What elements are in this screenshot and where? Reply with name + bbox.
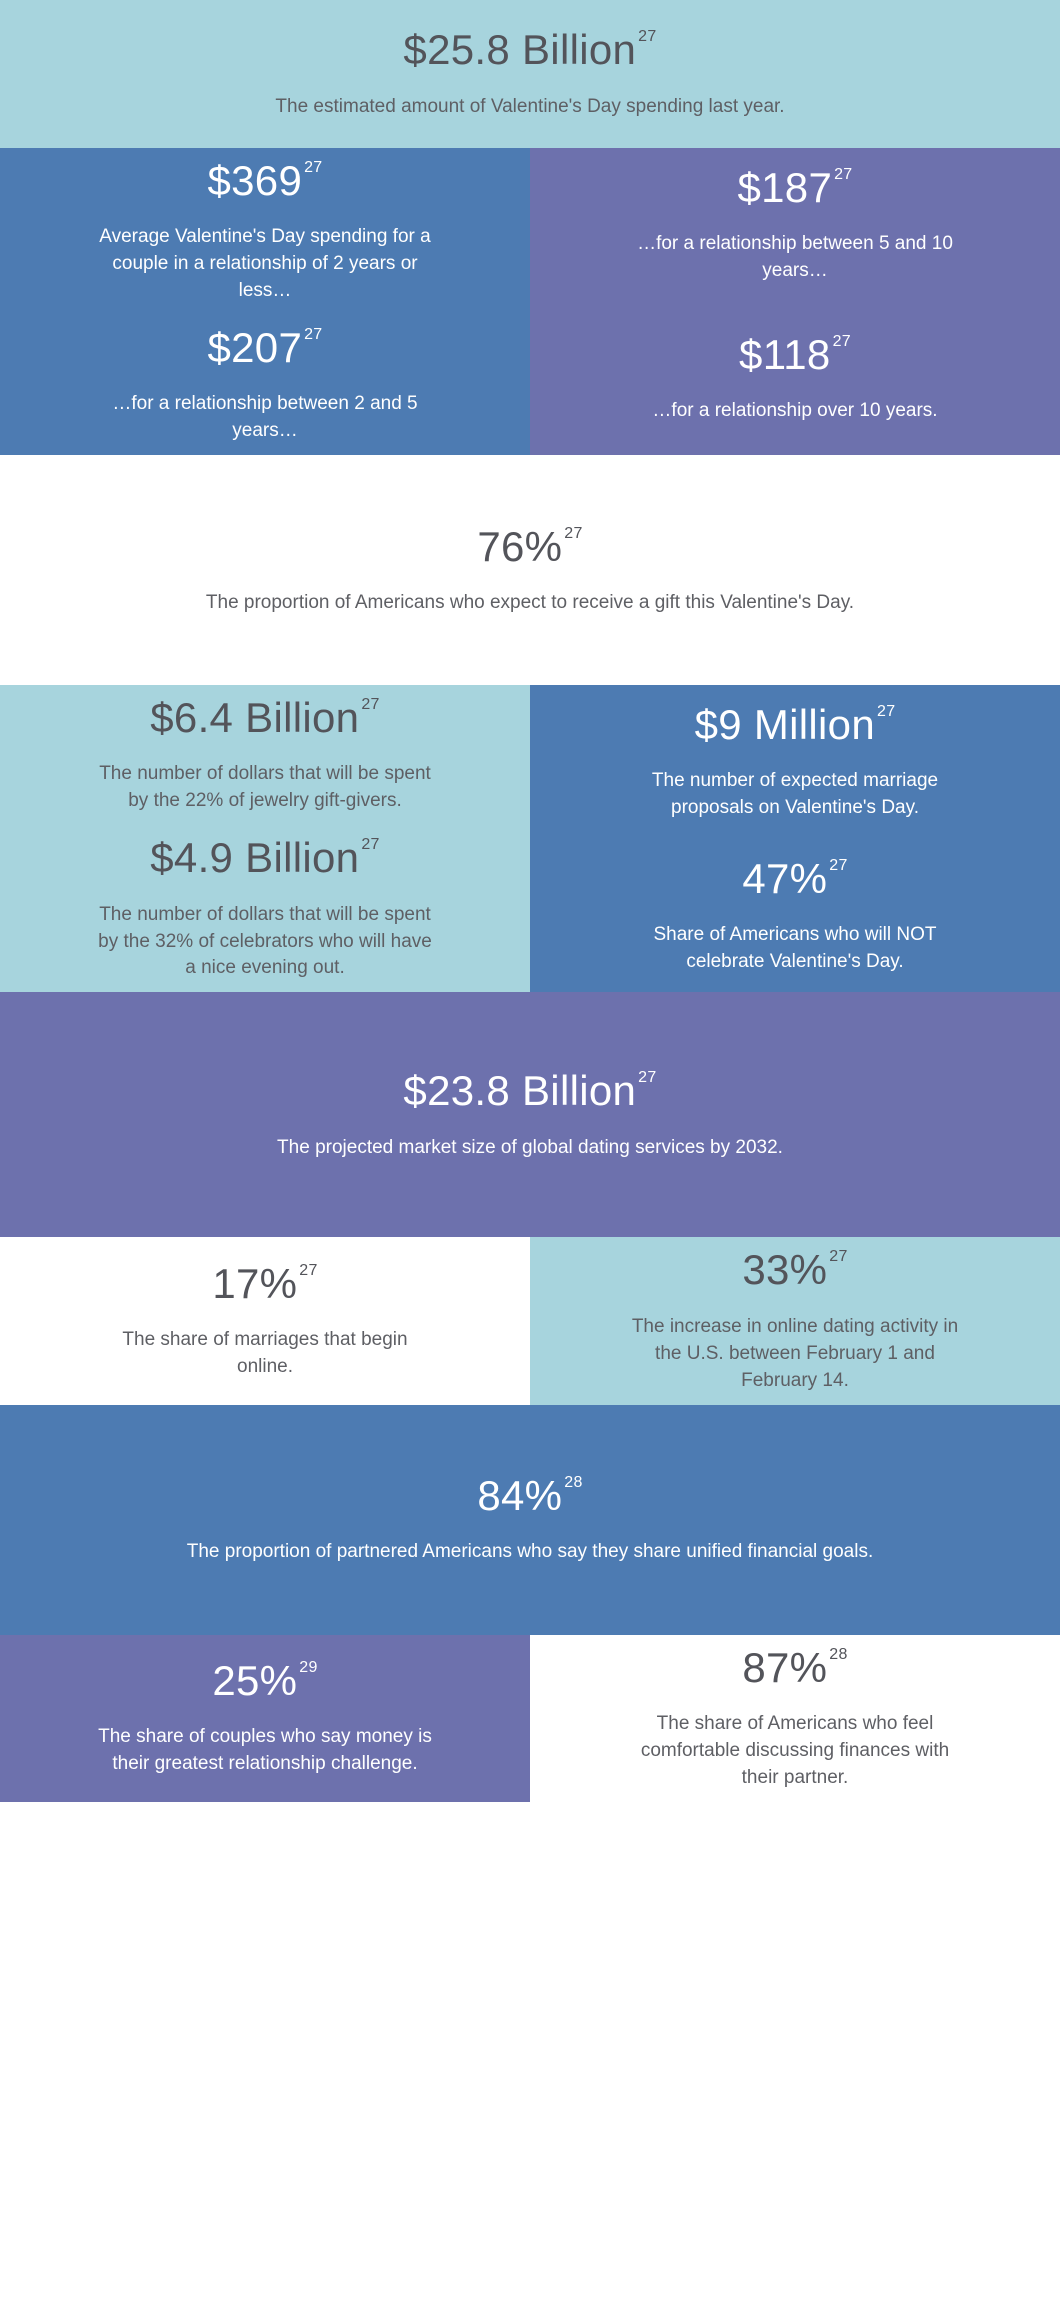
stat-value: 33% 27 (742, 1247, 847, 1293)
stat-number: $6.4 Billion (150, 694, 360, 742)
stat-block-25pct: 25% 29 The share of couples who say money… (0, 1635, 530, 1802)
stat-number: $118 (739, 330, 831, 378)
stat-value: 87% 28 (742, 1643, 848, 1691)
footnote-marker: 27 (304, 326, 323, 344)
stat-value: 84% 28 (477, 1471, 583, 1519)
stat-value: 17% 27 (212, 1259, 318, 1307)
stat-description: …for a relationship over 10 years. (652, 400, 938, 422)
stat-block-87pct: 87% 28 The share of Americans who feel co… (530, 1635, 1060, 1802)
footnote-marker: 28 (564, 1473, 583, 1491)
stat-description: The share of Americans who feel comforta… (640, 1712, 950, 1788)
section-online-dating: 17% 27 The share of marriages that begin … (0, 1237, 1060, 1405)
stat-block-187: $187 27 …for a relationship between 5 and… (530, 148, 1060, 302)
section-financial-goals: 84% 28 The proportion of partnered Americ… (0, 1404, 1060, 1635)
column-right: 33% 27 The increase in online dating acti… (530, 1237, 1060, 1405)
stat-value: $207 27 (207, 324, 323, 372)
footnote-marker: 27 (304, 159, 323, 176)
column-right: $187 27 …for a relationship between 5 and… (530, 148, 1060, 456)
stat-description: The number of dollars that will be spent… (98, 903, 432, 979)
stat-description: …for a relationship between 5 and 10 yea… (637, 232, 953, 281)
footnote-marker: 27 (638, 28, 657, 46)
column-left: $6.4 Billion 27 The number of dollars tha… (0, 685, 530, 993)
footnote-marker: 27 (832, 332, 851, 350)
footnote-marker: 27 (564, 524, 583, 542)
stat-value: $25.8 Billion 27 (403, 27, 656, 73)
stat-number: $207 (207, 324, 303, 372)
stat-value: 25% 29 (212, 1657, 318, 1705)
stat-value: 47% 27 (742, 854, 848, 902)
stat-block-84pct: 84% 28 The proportion of partnered Americ… (0, 1404, 1060, 1635)
stat-description: Share of Americans who will NOT celebrat… (653, 923, 937, 972)
stat-number: 76% (477, 522, 563, 570)
stat-number: $4.9 Billion (150, 834, 360, 882)
stat-block-207: $207 27 …for a relationship between 2 and… (0, 315, 530, 455)
stat-number: $23.8 Billion (403, 1067, 637, 1115)
footnote-marker: 27 (638, 1069, 657, 1087)
stat-description: The proportion of Americans who expect t… (205, 591, 855, 613)
section-spending-breakdown: $6.4 Billion 27 The number of dollars tha… (0, 685, 1060, 993)
footnote-marker: 27 (299, 1261, 318, 1279)
stat-description: The projected market size of global dati… (277, 1136, 783, 1158)
stat-number: $25.8 Billion (403, 26, 637, 74)
footnote-marker: 29 (299, 1659, 318, 1677)
footnote-marker: 27 (834, 165, 853, 183)
stat-value: $4.9 Billion 27 (150, 835, 379, 881)
footnote-marker: 27 (829, 856, 848, 874)
stat-number: $9 Million (694, 700, 875, 748)
footnote-marker: 27 (877, 702, 896, 720)
section-gift-expectation: 76% 27 The proportion of Americans who ex… (0, 455, 1060, 686)
column-left: $369 27 Average Valentine's Day spending … (0, 148, 530, 456)
column-right: $9 Million 27 The number of expected marr… (530, 685, 1060, 993)
stat-description: The estimated amount of Valentine's Day … (275, 95, 785, 117)
stat-block-47pct: 47% 27 Share of Americans who will NOT ce… (530, 839, 1060, 993)
stat-description: The share of marriages that begin online… (122, 1329, 408, 1378)
section-money-and-couples: 25% 29 The share of couples who say money… (0, 1634, 1060, 1802)
footnote-marker: 28 (829, 1645, 848, 1663)
stat-block-17pct: 17% 27 The share of marriages that begin … (0, 1237, 530, 1404)
stat-value: $187 27 (737, 163, 853, 211)
stat-description: The number of dollars that will be spent… (99, 763, 431, 812)
stat-number: 47% (742, 854, 828, 902)
section-relationship-spending: $369 27 Average Valentine's Day spending … (0, 148, 1060, 456)
stat-value: $6.4 Billion 27 (150, 695, 379, 741)
stat-number: 17% (212, 1259, 298, 1307)
stat-block-9-million: $9 Million 27 The number of expected marr… (530, 685, 1060, 839)
stat-number: $369 (207, 157, 303, 204)
stat-value: $369 27 (207, 157, 323, 204)
stat-number: 33% (742, 1246, 828, 1294)
stat-block-6-4-billion: $6.4 Billion 27 The number of dollars tha… (0, 685, 530, 825)
stat-description: …for a relationship between 2 and 5 year… (112, 393, 418, 442)
stat-block-total-spending: $25.8 Billion 27 The estimated amount of … (0, 0, 1060, 148)
stat-number: 84% (477, 1471, 563, 1519)
column-left: 25% 29 The share of couples who say money… (0, 1634, 530, 1802)
stat-description: The proportion of partnered Americans wh… (186, 1541, 874, 1563)
stat-value: $118 27 (739, 330, 851, 378)
stat-number: $187 (737, 163, 833, 211)
stat-block-33pct: 33% 27 The increase in online dating acti… (530, 1237, 1060, 1404)
stat-block-369: $369 27 Average Valentine's Day spending … (0, 148, 530, 315)
stat-description: Average Valentine's Day spending for a c… (99, 226, 431, 302)
column-right: 87% 28 The share of Americans who feel co… (530, 1634, 1060, 1802)
stat-number: 25% (212, 1657, 298, 1705)
stat-value: 76% 27 (477, 522, 583, 570)
stat-description: The number of expected marriage proposal… (651, 770, 939, 819)
footnote-marker: 27 (361, 696, 380, 714)
section-total-spending: $25.8 Billion 27 The estimated amount of … (0, 0, 1060, 148)
stat-value: $23.8 Billion 27 (403, 1068, 656, 1114)
stat-block-4-9-billion: $4.9 Billion 27 The number of dollars tha… (0, 825, 530, 992)
footnote-marker: 27 (829, 1248, 848, 1266)
stat-description: The share of couples who say money is th… (98, 1726, 432, 1775)
column-left: 17% 27 The share of marriages that begin … (0, 1237, 530, 1405)
stat-number: 87% (742, 1643, 828, 1691)
stat-block-23-8-billion: $23.8 Billion 27 The projected market siz… (0, 992, 1060, 1238)
footnote-marker: 27 (361, 836, 380, 854)
stat-block-76pct: 76% 27 The proportion of Americans who ex… (0, 455, 1060, 686)
stat-value: $9 Million 27 (694, 700, 896, 748)
section-dating-market: $23.8 Billion 27 The projected market siz… (0, 992, 1060, 1238)
stat-description: The increase in online dating activity i… (631, 1315, 959, 1391)
stat-block-118: $118 27 …for a relationship over 10 years… (530, 302, 1060, 456)
